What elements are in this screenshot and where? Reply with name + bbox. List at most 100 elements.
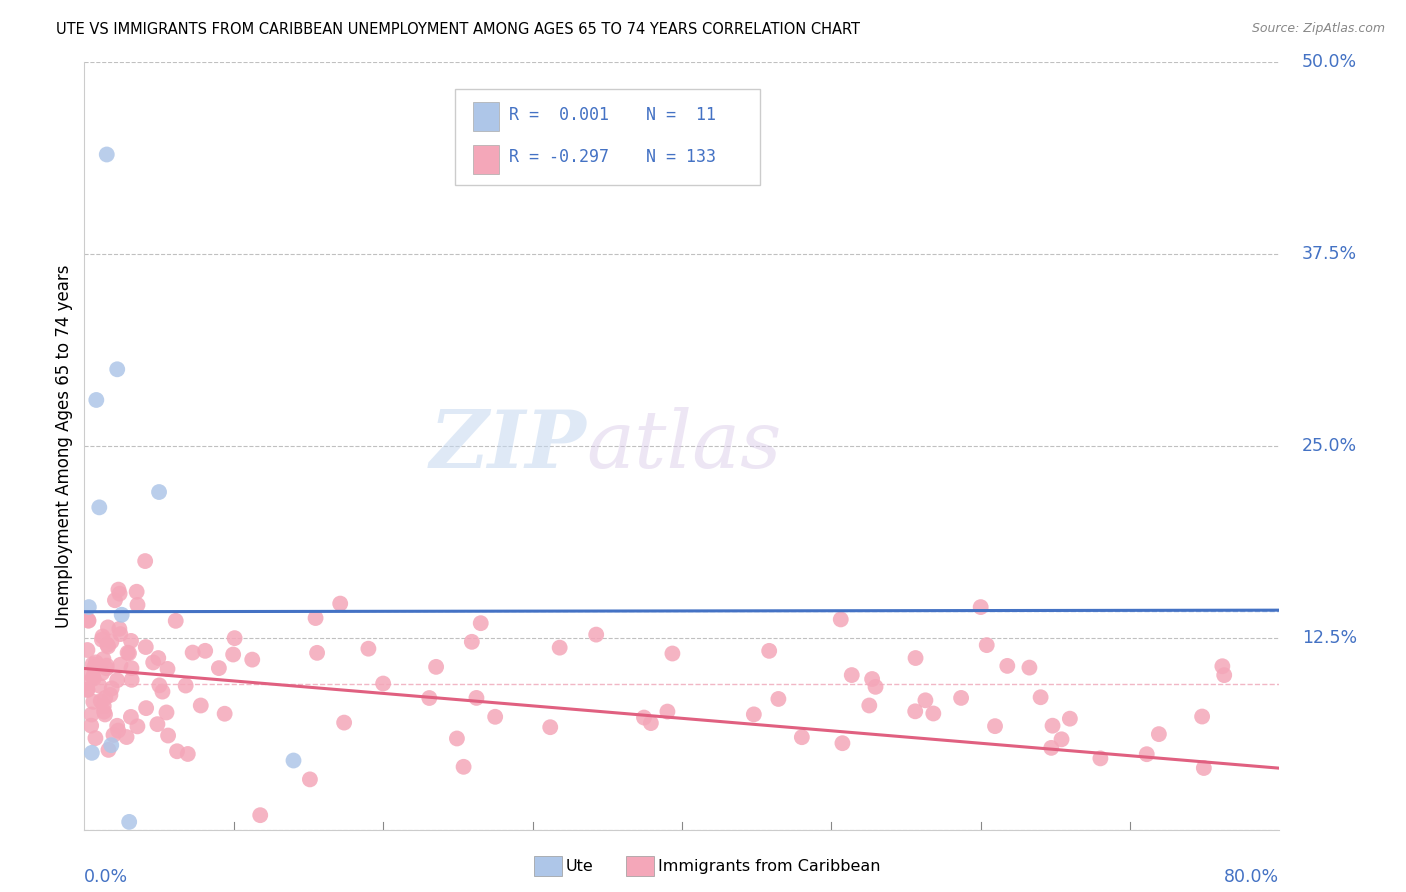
- Point: [135, 701, 157, 715]
- Point: [995, 659, 1018, 673]
- Point: [298, 772, 321, 787]
- Point: [633, 710, 655, 724]
- Point: [100, 688, 122, 702]
- Y-axis label: Unemployment Among Ages 65 to 74 years: Unemployment Among Ages 65 to 74 years: [55, 264, 73, 628]
- Point: [115, 730, 138, 744]
- Point: [742, 707, 765, 722]
- Point: [100, 681, 122, 696]
- Point: [1018, 660, 1040, 674]
- Point: [76, 682, 98, 697]
- Point: [841, 668, 863, 682]
- Point: [970, 600, 993, 615]
- Point: [93, 705, 115, 719]
- Point: [121, 661, 143, 675]
- Point: [110, 657, 132, 672]
- Point: [418, 691, 440, 706]
- Point: [77, 600, 100, 615]
- Text: 0.0%: 0.0%: [84, 868, 128, 886]
- Point: [190, 698, 212, 713]
- Point: [865, 680, 887, 694]
- Point: [84, 731, 107, 745]
- Text: 80.0%: 80.0%: [1225, 868, 1279, 886]
- Point: [174, 679, 197, 693]
- Point: [240, 652, 263, 666]
- Point: [127, 598, 149, 612]
- Point: [538, 720, 561, 734]
- Point: [97, 640, 120, 654]
- Point: [121, 673, 143, 687]
- Text: 50.0%: 50.0%: [1302, 54, 1357, 71]
- Point: [80, 746, 103, 760]
- Point: [373, 676, 395, 690]
- Point: [155, 706, 177, 720]
- Point: [661, 647, 683, 661]
- Point: [329, 597, 352, 611]
- Point: [249, 808, 271, 822]
- Text: UTE VS IMMIGRANTS FROM CARIBBEAN UNEMPLOYMENT AMONG AGES 65 TO 74 YEARS CORRELAT: UTE VS IMMIGRANTS FROM CARIBBEAN UNEMPLO…: [56, 22, 860, 37]
- Point: [152, 684, 174, 698]
- Point: [950, 690, 973, 705]
- Point: [120, 633, 142, 648]
- Point: [84, 656, 107, 670]
- Point: [453, 760, 475, 774]
- Text: Source: ZipAtlas.com: Source: ZipAtlas.com: [1251, 22, 1385, 36]
- Text: atlas: atlas: [586, 408, 782, 484]
- Point: [484, 710, 506, 724]
- Point: [118, 814, 141, 829]
- Point: [157, 729, 180, 743]
- Point: [100, 738, 122, 752]
- Text: 37.5%: 37.5%: [1302, 245, 1357, 263]
- Point: [548, 640, 571, 655]
- Point: [465, 690, 488, 705]
- Text: 12.5%: 12.5%: [1302, 629, 1357, 647]
- Point: [446, 731, 468, 746]
- Point: [758, 644, 780, 658]
- Point: [107, 582, 129, 597]
- Point: [1192, 761, 1215, 775]
- Point: [96, 661, 118, 675]
- Point: [96, 658, 118, 673]
- Point: [976, 638, 998, 652]
- Point: [97, 743, 120, 757]
- Point: [76, 682, 98, 697]
- Point: [80, 707, 103, 722]
- Point: [97, 620, 120, 634]
- Point: [89, 679, 111, 693]
- Point: [148, 651, 170, 665]
- Point: [94, 690, 117, 705]
- Point: [461, 635, 484, 649]
- Point: [1136, 747, 1159, 762]
- Point: [831, 736, 853, 750]
- Point: [91, 666, 114, 681]
- Point: [96, 638, 118, 652]
- Point: [283, 754, 305, 768]
- Point: [425, 660, 447, 674]
- Point: [904, 704, 927, 718]
- Point: [830, 612, 852, 626]
- Bar: [472, 103, 499, 131]
- Point: [860, 672, 883, 686]
- Point: [117, 646, 139, 660]
- Point: [76, 643, 98, 657]
- Point: [94, 707, 117, 722]
- Point: [165, 614, 187, 628]
- Point: [80, 718, 103, 732]
- Point: [904, 651, 927, 665]
- Point: [148, 678, 170, 692]
- Point: [585, 627, 607, 641]
- Point: [100, 634, 122, 648]
- Point: [224, 631, 246, 645]
- Point: [470, 616, 492, 631]
- Point: [858, 698, 880, 713]
- Point: [1040, 740, 1063, 755]
- Point: [146, 717, 169, 731]
- Bar: [472, 145, 499, 174]
- Text: N =  11: N = 11: [647, 105, 716, 124]
- Point: [790, 730, 813, 744]
- Point: [640, 716, 662, 731]
- Point: [142, 656, 165, 670]
- Point: [96, 147, 118, 161]
- Point: [93, 699, 115, 714]
- Text: 25.0%: 25.0%: [1302, 437, 1357, 455]
- Point: [90, 632, 112, 647]
